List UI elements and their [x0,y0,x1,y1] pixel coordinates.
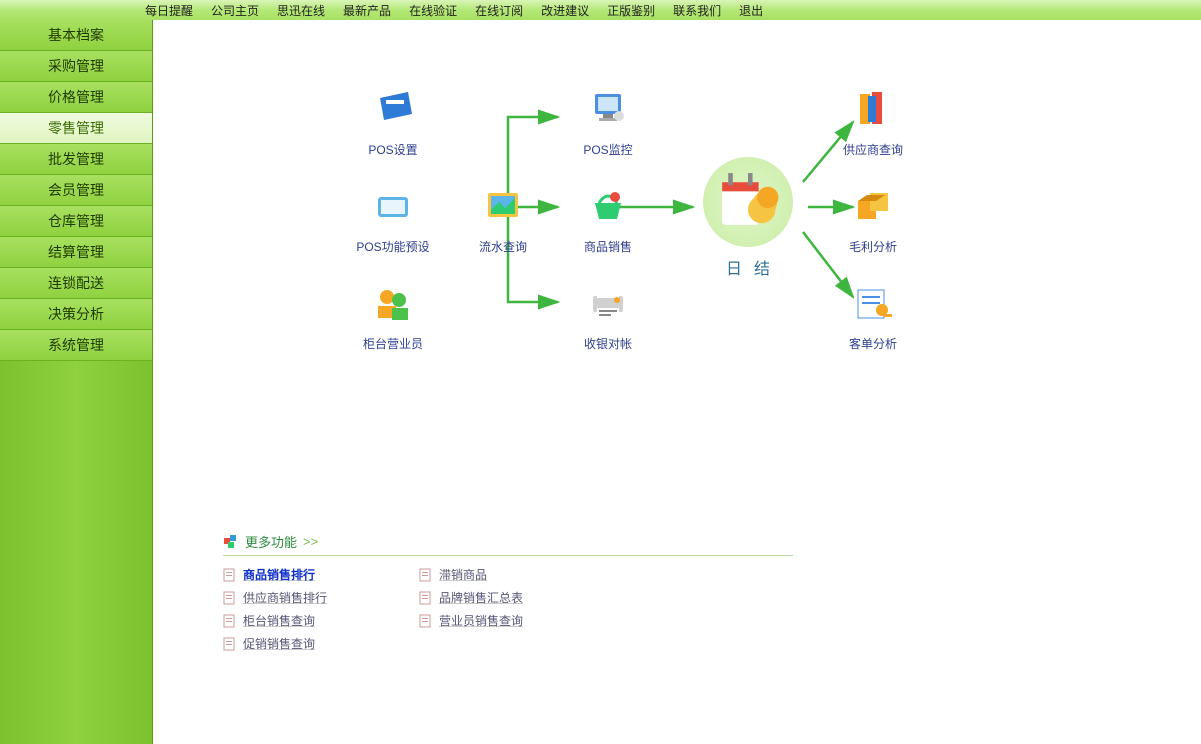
sidebar-item[interactable]: 价格管理 [0,82,152,113]
more-link[interactable]: 滞销商品 [419,566,609,583]
sidebar-item[interactable]: 零售管理 [0,113,152,144]
books-icon [850,86,896,132]
tablet-icon [370,183,416,229]
flow-node-label: 毛利分析 [828,238,918,255]
flow-node-label: 供应商查询 [828,141,918,158]
sidebar-item[interactable]: 系统管理 [0,330,152,361]
pos-card-icon [370,86,416,132]
topnav-item[interactable]: 正版鉴别 [607,2,655,19]
flow-node-counter[interactable]: 柜台营业员 [348,279,438,352]
flow-node-label: 客单分析 [828,335,918,352]
more-functions: 更多功能 >> 商品销售排行 滞销商品供应商销售排行 品牌销售汇总表柜台销售查询 营业… [223,532,793,652]
topnav-item[interactable]: 改进建议 [541,2,589,19]
more-link-label: 促销销售查询 [243,635,315,652]
more-link-label: 滞销商品 [439,566,487,583]
more-chevron: >> [303,534,318,549]
flow-node-pos_preset[interactable]: POS功能预设 [348,182,438,255]
flow-node-label: 收银对帐 [563,335,653,352]
flow-node-daily[interactable]: 日结 [703,157,793,279]
gallery-icon [480,183,526,229]
content-area: POS设置 POS功能预设柜台营业员 流水查询 POS监控商品销售收银对帐 日结 供应商查… [153,20,1201,744]
flow-node-order[interactable]: 客单分析 [828,279,918,352]
document-icon [419,568,433,582]
topnav-item[interactable]: 退出 [739,2,763,19]
flow-node-flow_query[interactable]: 流水查询 [458,182,548,255]
document-icon [419,614,433,628]
flow-node-pos_monitor[interactable]: POS监控 [563,85,653,158]
flow-diagram: POS设置 POS功能预设柜台营业员 流水查询 POS监控商品销售收银对帐 日结 供应商查… [203,22,1201,362]
more-link-label: 柜台销售查询 [243,612,315,629]
people-icon [370,280,416,326]
topnav-item[interactable]: 在线订阅 [475,2,523,19]
flow-node-label: 流水查询 [458,238,548,255]
flow-node-label: 柜台营业员 [348,335,438,352]
topnav-item[interactable]: 思迅在线 [277,2,325,19]
topnav-item[interactable]: 公司主页 [211,2,259,19]
more-title: 更多功能 [245,532,297,551]
topnav-item[interactable]: 联系我们 [673,2,721,19]
document-icon [223,637,237,651]
more-link[interactable]: 柜台销售查询 [223,612,413,629]
sidebar-item[interactable]: 仓库管理 [0,206,152,237]
flow-node-supplier[interactable]: 供应商查询 [828,85,918,158]
flow-node-label: 商品销售 [563,238,653,255]
topnav-item[interactable]: 最新产品 [343,2,391,19]
more-header: 更多功能 >> [223,532,793,556]
more-link-label: 品牌销售汇总表 [439,589,523,606]
document-icon [223,568,237,582]
top-nav: 每日提醒 公司主页 思迅在线 最新产品 在线验证 在线订阅 改进建议 正版鉴别 … [0,0,1201,20]
document-icon [223,614,237,628]
sidebar-item[interactable]: 结算管理 [0,237,152,268]
calendar-coins-icon [713,167,783,237]
sidebar-item[interactable]: 基本档案 [0,20,152,51]
flow-node-label: 日结 [703,255,793,279]
flow-node-label: POS功能预设 [348,238,438,255]
more-link-label: 供应商销售排行 [243,589,327,606]
sidebar-item[interactable]: 批发管理 [0,144,152,175]
more-link[interactable]: 商品销售排行 [223,566,413,583]
plus-cube-icon [223,534,239,550]
basket-icon [585,183,631,229]
more-link[interactable]: 营业员销售查询 [419,612,609,629]
sidebar-item[interactable]: 连锁配送 [0,268,152,299]
flow-node-sales[interactable]: 商品销售 [563,182,653,255]
topnav-item[interactable]: 在线验证 [409,2,457,19]
more-link-label: 商品销售排行 [243,566,315,583]
flow-node-profit[interactable]: 毛利分析 [828,182,918,255]
flow-node-label: POS设置 [348,141,438,158]
document-icon [419,591,433,605]
monitor-icon [585,86,631,132]
sidebar-item[interactable]: 采购管理 [0,51,152,82]
flow-node-cashier[interactable]: 收银对帐 [563,279,653,352]
document-icon [223,591,237,605]
printer-icon [585,280,631,326]
more-link-label: 营业员销售查询 [439,612,523,629]
more-link[interactable]: 促销销售查询 [223,635,413,652]
flow-node-pos_setup[interactable]: POS设置 [348,85,438,158]
sidebar: 基本档案采购管理价格管理零售管理批发管理会员管理仓库管理结算管理连锁配送决策分析… [0,20,153,744]
boxes-icon [850,183,896,229]
flow-node-label: POS监控 [563,141,653,158]
topnav-item[interactable]: 每日提醒 [145,2,193,19]
more-link[interactable]: 供应商销售排行 [223,589,413,606]
note-key-icon [850,280,896,326]
sidebar-item[interactable]: 决策分析 [0,299,152,330]
more-link[interactable]: 品牌销售汇总表 [419,589,609,606]
sidebar-item[interactable]: 会员管理 [0,175,152,206]
